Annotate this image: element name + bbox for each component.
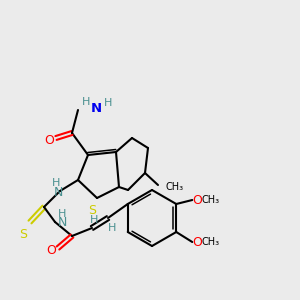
Text: S: S bbox=[88, 203, 96, 217]
Text: H: H bbox=[90, 215, 98, 225]
Text: O: O bbox=[44, 134, 54, 146]
Text: O: O bbox=[192, 194, 202, 206]
Text: H: H bbox=[52, 178, 60, 188]
Text: H: H bbox=[104, 98, 112, 108]
Text: S: S bbox=[19, 227, 27, 241]
Text: H: H bbox=[108, 223, 116, 233]
Text: O: O bbox=[192, 236, 202, 248]
Text: N: N bbox=[53, 185, 63, 199]
Text: H: H bbox=[58, 209, 66, 219]
Text: CH₃: CH₃ bbox=[201, 195, 219, 205]
Text: N: N bbox=[57, 217, 67, 230]
Text: N: N bbox=[90, 101, 102, 115]
Text: H: H bbox=[82, 97, 90, 107]
Text: CH₃: CH₃ bbox=[165, 182, 183, 192]
Text: O: O bbox=[46, 244, 56, 256]
Text: CH₃: CH₃ bbox=[201, 237, 219, 247]
